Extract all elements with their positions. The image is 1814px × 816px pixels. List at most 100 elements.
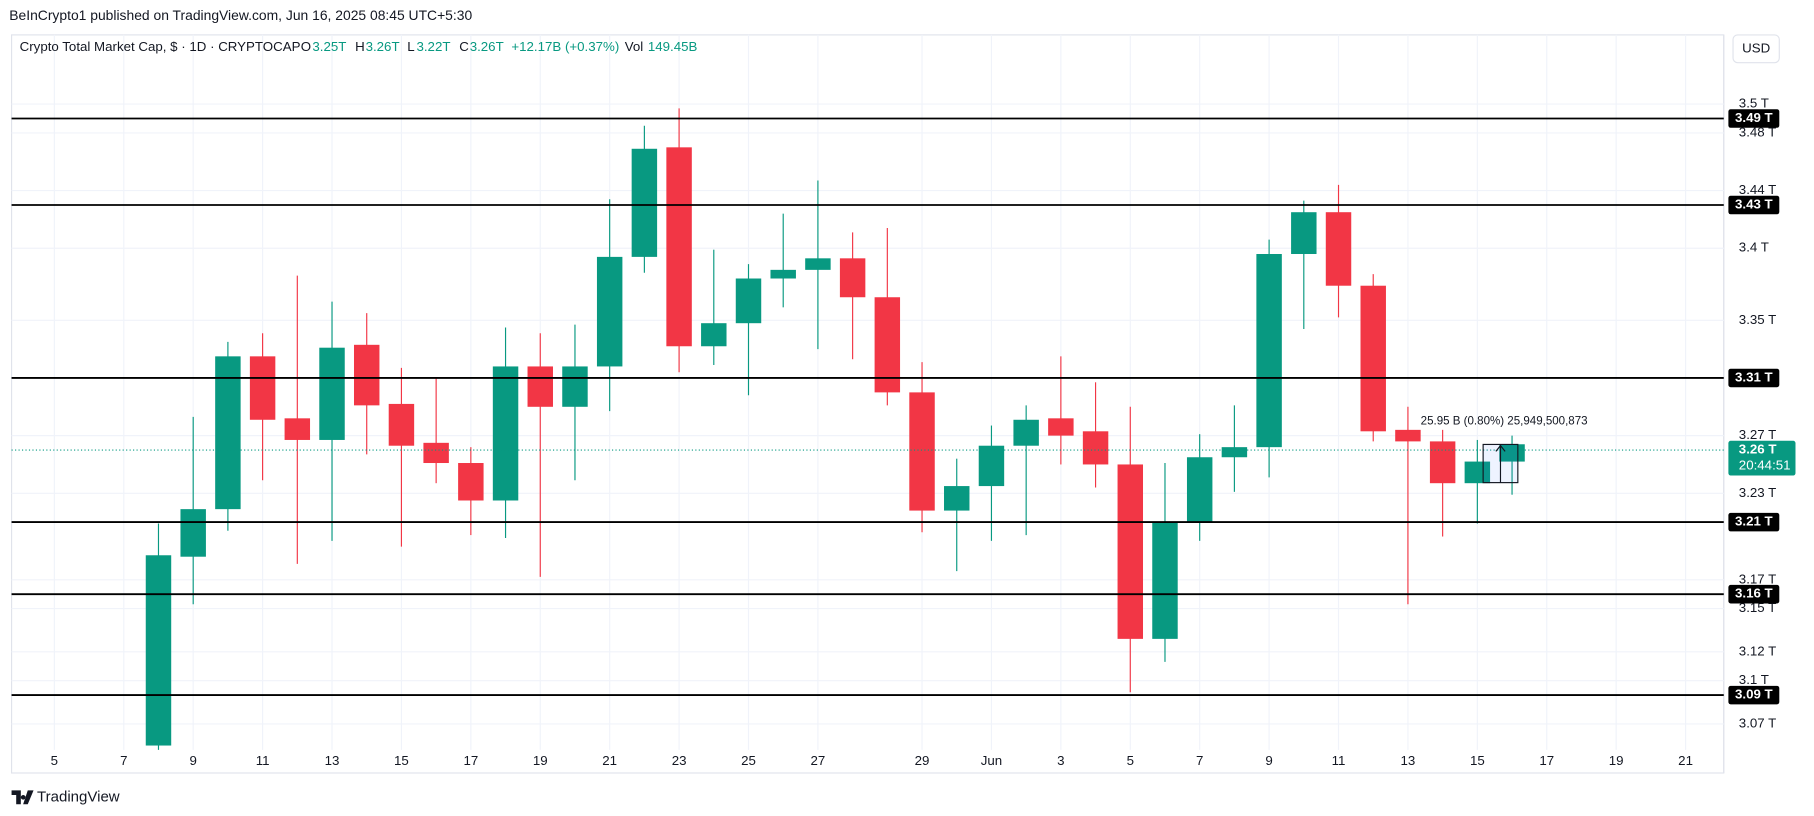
candle-body (319, 347, 345, 440)
x-tick-label: 25 (741, 753, 756, 768)
level-label-box (1728, 368, 1780, 388)
legend-vol: 149.45B (648, 39, 698, 54)
candle-body (1325, 212, 1352, 286)
x-tick-label: 11 (1332, 753, 1346, 768)
legend-c: 3.26T (470, 39, 504, 54)
x-tick-label: 9 (1265, 753, 1272, 768)
legend-l-label: L (407, 39, 414, 54)
x-tick-label: 9 (189, 753, 196, 768)
legend-c-label: C (459, 39, 469, 54)
candle-body (805, 258, 831, 270)
y-tick-label: 3.1 T (1739, 672, 1769, 687)
candle-body (1360, 285, 1386, 432)
candle-body (1221, 447, 1248, 458)
brand-name: TradingView (37, 788, 120, 805)
x-tick-label: 17 (1539, 753, 1554, 768)
x-tick-label: 5 (51, 753, 58, 768)
y-tick-label: 3.07 T (1739, 715, 1776, 730)
x-tick-label: 13 (325, 753, 340, 768)
y-tick-label: 3.35 T (1739, 312, 1776, 327)
candle-body (909, 392, 935, 511)
measure-arrow (1495, 444, 1506, 483)
x-tick-label: 5 (1127, 753, 1134, 768)
candle-body (874, 297, 901, 393)
candle-body (1395, 429, 1421, 442)
legend-h-label: H (355, 39, 365, 54)
x-tick-label: 21 (1678, 753, 1693, 768)
level-label: 3.43 T (1735, 197, 1773, 212)
level-label-box (1728, 195, 1780, 215)
candle-body (666, 147, 692, 347)
level-label-box (1728, 109, 1780, 128)
legend: Crypto Total Market Cap, $ · 1D · CRYPTO… (20, 39, 698, 54)
currency-label: USD (1742, 40, 1770, 55)
measure-annotation: 25.95 B (0.80%) 25,949,500,873 (1421, 415, 1588, 427)
legend-o-label: O (301, 39, 311, 54)
level-label-box (1728, 512, 1780, 532)
candle-body (1013, 419, 1039, 446)
x-tick-label: 3 (1057, 753, 1064, 768)
y-tick-label: 3.5 T (1739, 96, 1769, 111)
last-price-label: 3.26 T (1739, 442, 1777, 457)
candle-body (596, 256, 623, 367)
candle-body (562, 366, 588, 407)
candle-body (944, 486, 970, 511)
candle-body (388, 403, 415, 446)
level-label: 3.21 T (1735, 514, 1773, 529)
candle-body (353, 344, 380, 406)
countdown: 20:44:51 (1739, 458, 1791, 473)
brand: TradingView (11, 788, 120, 805)
currency-button[interactable] (1732, 34, 1780, 64)
published-note: BeInCrypto1 published on TradingView.com… (9, 7, 472, 23)
overlays: 3.49 T 3.43 T 3.31 T 3.21 T 3.16 T 3.09 T 3.26… (11, 109, 1796, 705)
x-tick-label: 17 (463, 753, 478, 768)
candle-body (423, 442, 449, 464)
x-tick-label: 15 (1470, 753, 1485, 768)
legend-symbol: Crypto Total Market Cap, $ · 1D · CRYPTO… (20, 39, 301, 54)
y-tick-label: 3.48 T (1739, 124, 1776, 139)
candle-body (527, 366, 553, 407)
candle-body (631, 148, 658, 257)
candle-body (978, 445, 1005, 487)
candle-body (1082, 431, 1109, 465)
x-tick-label: 7 (120, 753, 127, 768)
y-tick-label: 3.17 T (1739, 571, 1776, 586)
x-tick-label: 19 (1609, 753, 1624, 768)
x-tick-label: 27 (811, 753, 826, 768)
y-tick-label: 3.15 T (1739, 600, 1776, 615)
legend-vol-label: Vol (625, 39, 644, 54)
y-tick-label: 3.12 T (1739, 643, 1776, 658)
candle-body (458, 463, 484, 501)
candle-body (145, 555, 172, 746)
y-tick-label: 3.23 T (1739, 485, 1776, 500)
y-tick-label: 3.44 T (1739, 182, 1776, 197)
level-label: 3.09 T (1735, 687, 1773, 702)
candle-body (839, 258, 866, 298)
last-price-box (1728, 440, 1796, 476)
x-tick-label: Jun (981, 753, 1002, 768)
x-tick-label: 19 (533, 753, 548, 768)
x-tick-label: 13 (1401, 753, 1416, 768)
candle-body (180, 509, 206, 557)
x-tick-label: 15 (394, 753, 409, 768)
y-tick-label: 3.27 T (1739, 427, 1776, 442)
candle-body (770, 269, 796, 279)
x-tick-label: 23 (672, 753, 687, 768)
candle-body (1186, 457, 1213, 523)
candle-body (1117, 464, 1144, 639)
level-label: 3.49 T (1735, 110, 1773, 125)
candles (145, 108, 1525, 750)
level-label-box (1728, 584, 1780, 604)
candle-body (1048, 418, 1074, 436)
level-label-box (1728, 685, 1780, 705)
level-label: 3.16 T (1735, 586, 1773, 601)
x-tick-label: 21 (602, 753, 617, 768)
candle-body (1152, 522, 1178, 639)
level-label: 3.31 T (1735, 369, 1773, 384)
y-tick-label: 3.4 T (1739, 240, 1769, 255)
candle-body (1291, 212, 1317, 255)
x-tick-label: 7 (1196, 753, 1203, 768)
candle-body (735, 278, 762, 324)
